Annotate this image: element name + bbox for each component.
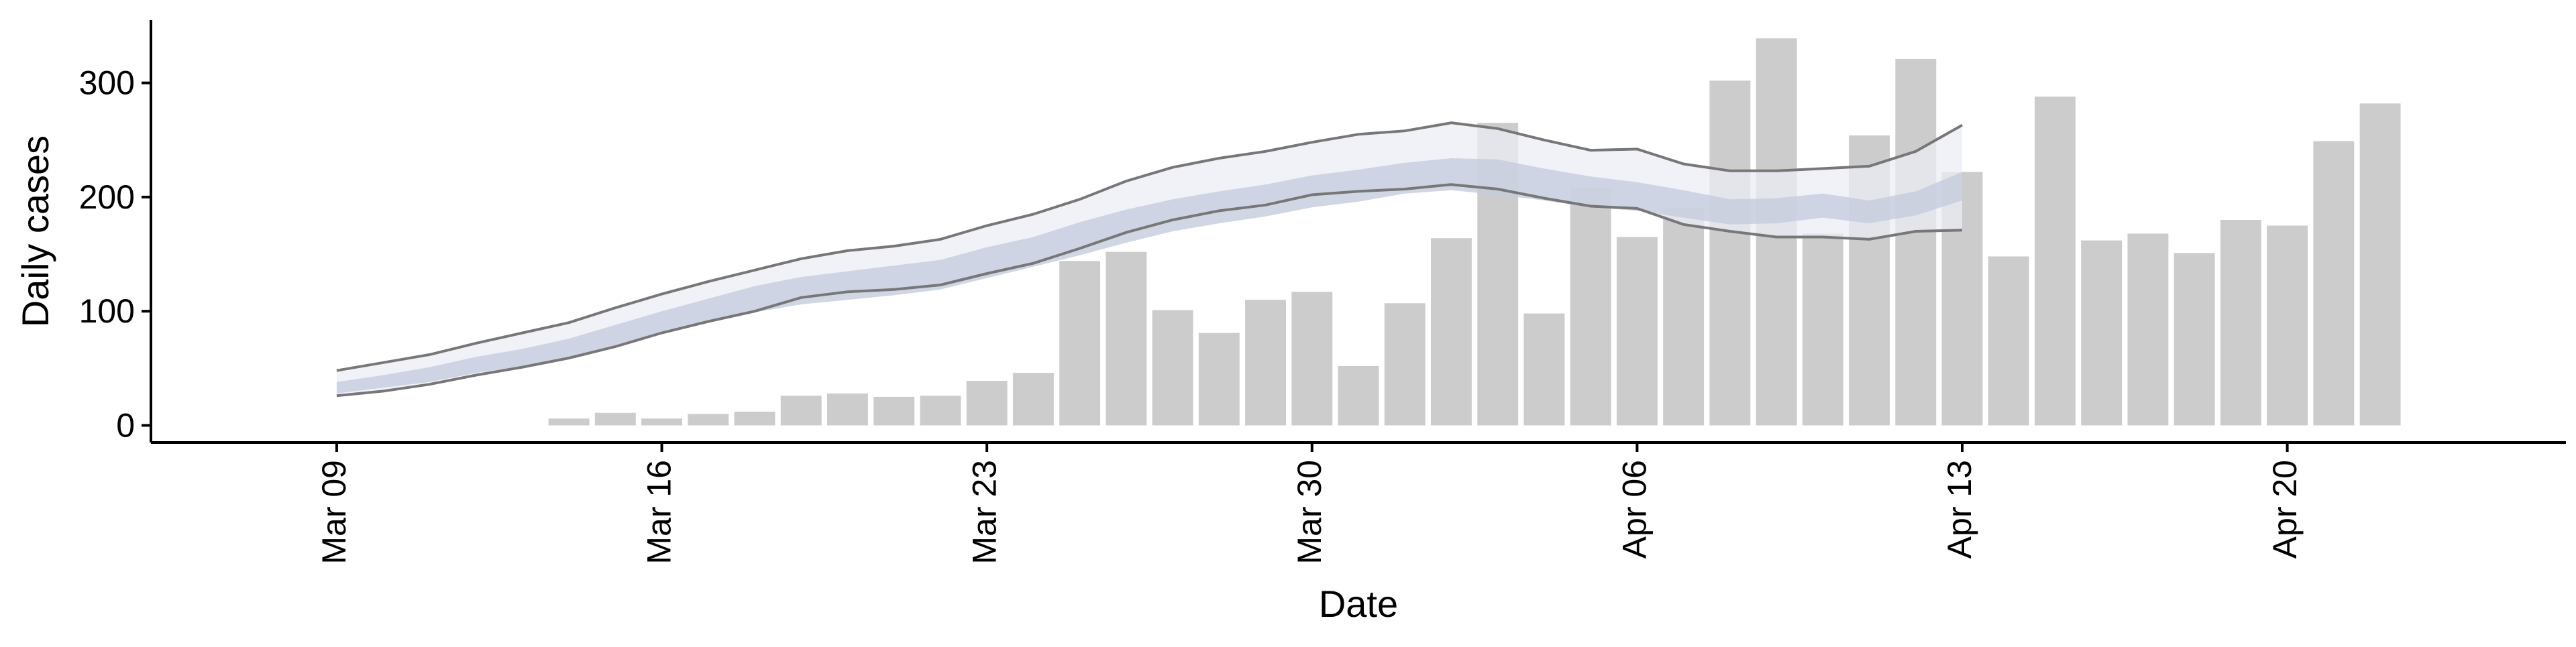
bar-2020-03-14	[548, 418, 590, 426]
bars-layer	[548, 38, 2401, 426]
x-tick-label: Mar 09	[315, 460, 353, 565]
y-tick-label: 0	[116, 406, 135, 444]
bar-2020-04-04	[1523, 313, 1565, 426]
x-tick-label: Mar 16	[641, 460, 678, 565]
inner-credible-band	[336, 158, 1963, 394]
bar-2020-04-22	[2359, 103, 2401, 426]
y-tick-label: 200	[79, 178, 135, 216]
bar-2020-04-20	[2267, 225, 2308, 426]
bar-2020-04-19	[2220, 219, 2261, 426]
bar-2020-04-01	[1384, 303, 1426, 426]
bar-2020-03-17	[688, 414, 729, 426]
x-tick-label: Mar 30	[1291, 460, 1328, 565]
bar-2020-04-16	[2081, 240, 2123, 426]
bar-2020-03-24	[1012, 373, 1054, 426]
lower-bound-line	[336, 183, 1963, 398]
bar-2020-04-06	[1616, 237, 1658, 426]
bar-2020-04-07	[1663, 208, 1705, 426]
bar-2020-04-12	[1895, 58, 1937, 426]
x-tick-label: Mar 23	[965, 460, 1003, 565]
bar-2020-04-05	[1570, 188, 1611, 426]
bar-2020-03-15	[594, 412, 636, 426]
bar-2020-04-17	[2127, 233, 2169, 426]
x-ticks: Mar 09 Mar 16 Mar 23 Mar 30 Apr 06 Apr 13 Apr …	[315, 443, 2304, 565]
x-axis-title: Date	[1319, 583, 1398, 625]
bar-2020-03-27	[1152, 310, 1193, 426]
bar-2020-04-02	[1431, 238, 1472, 426]
bar-2020-04-14	[1988, 256, 2029, 426]
bar-2020-03-22	[920, 396, 961, 426]
bar-2020-04-21	[2313, 141, 2355, 426]
y-tick-label: 100	[79, 292, 135, 330]
x-tick-label: Apr 13	[1941, 460, 1978, 558]
y-axis-title: Daily cases	[14, 135, 56, 327]
bar-2020-04-08	[1709, 80, 1751, 426]
y-ticks: 0 100 200 300	[79, 64, 151, 444]
y-tick-label: 300	[79, 64, 135, 102]
bar-2020-03-19	[780, 396, 822, 426]
axes-layer	[150, 20, 2566, 444]
bar-2020-03-29	[1245, 300, 1286, 426]
bar-2020-03-20	[827, 393, 868, 426]
bar-2020-03-26	[1106, 251, 1147, 426]
bar-2020-04-10	[1802, 233, 1843, 426]
bar-2020-03-16	[641, 418, 682, 426]
x-tick-label: Apr 06	[1616, 460, 1654, 558]
upper-bound-line	[336, 121, 1963, 372]
bar-2020-03-25	[1059, 261, 1101, 426]
bar-2020-04-18	[2174, 253, 2215, 426]
bar-2020-03-30	[1291, 292, 1333, 426]
bar-2020-04-15	[2035, 97, 2076, 426]
bar-2020-03-28	[1198, 333, 1240, 426]
x-tick-label: Apr 20	[2266, 460, 2304, 558]
bar-2020-03-21	[873, 396, 915, 426]
estimate-bands-layer	[336, 121, 1963, 398]
bar-2020-03-18	[734, 412, 775, 426]
bar-2020-03-31	[1338, 365, 1379, 426]
bar-2020-03-23	[966, 381, 1008, 426]
